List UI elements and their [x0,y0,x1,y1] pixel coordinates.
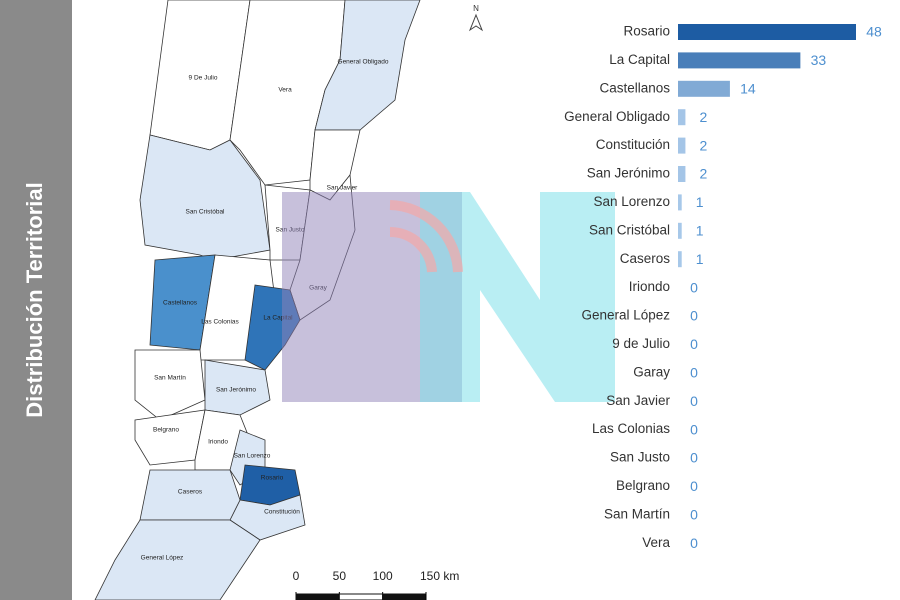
bar [678,222,682,239]
bar-value-label: 14 [740,81,756,97]
scale-segment [382,593,427,600]
watermark-signal [389,200,463,273]
map-region-label: General Obligado [338,59,389,66]
scale-label: 0 [293,569,300,583]
bar-value-label: 0 [690,393,698,409]
scale-segment [295,593,340,600]
map-region-label: Constitución [264,509,300,516]
bar-category-label: 9 de Julio [612,336,670,351]
bar-value-label: 1 [696,194,704,210]
map-region-label: General López [141,555,184,562]
map-region-label: Castellanos [163,300,198,307]
map-region-label: San Cristóbal [185,209,225,216]
bar-category-label: Rosario [623,24,670,39]
bar-value-label: 0 [690,450,698,466]
bar-value-label: 0 [690,535,698,551]
bar-category-label: Garay [633,364,670,379]
map-region-label: Iriondo [208,439,228,446]
bar-category-label: La Capital [609,52,670,67]
bar-category-label: San Justo [610,450,670,465]
map-region-label: San Lorenzo [234,453,271,460]
bar-chart: Rosario 48 La Capital 33 Castellanos 14 Genera… [564,24,882,551]
map-region-label: Las Colonias [201,319,239,326]
bar-value-label: 1 [696,251,704,267]
north-arrow [468,13,484,32]
map-region-label: Belgrano [153,427,179,434]
watermark-letter [420,192,615,402]
map-region-label: 9 De Julio [189,75,218,82]
bar-category-label: Las Colonias [592,421,670,436]
map-region [134,349,206,421]
scale-label: 50 [333,569,347,583]
bar-category-label: General López [581,308,670,323]
bar-value-label: 0 [690,336,698,352]
map-region-label: Caseros [178,489,203,496]
scale-segment [338,593,384,600]
map-region [139,469,241,521]
bar [678,80,730,97]
bar [678,109,686,126]
bar-value-label: 2 [700,166,708,182]
bar-value-label: 2 [700,109,708,125]
bar-category-label: San Jerónimo [587,166,670,181]
scale-label: 150 km [420,569,459,583]
bar-category-label: San Martín [604,506,670,521]
bar-category-label: San Javier [606,393,670,408]
bar-value-label: 1 [696,223,704,239]
map: 9 De Julio Vera General Obligado San Cristó… [94,0,615,600]
sidebar [0,0,72,600]
bar [678,166,686,182]
bar-category-label: San Lorenzo [593,194,670,209]
bar-category-label: Caseros [620,251,671,266]
bar [678,251,682,268]
bar-value-label: 0 [690,365,698,381]
scale-label: 100 [373,569,393,583]
map-region [204,359,271,416]
bar-category-label: San Cristóbal [589,222,670,237]
bar-category-label: Vera [642,535,670,550]
bar-value-label: 0 [690,279,698,295]
bar-value-label: 0 [690,478,698,494]
map-region-label: San Javier [327,185,359,192]
bar-category-label: Constitución [596,137,670,152]
bar-value-label: 0 [690,507,698,523]
map-region-label: San Jerónimo [216,387,256,394]
bar [678,194,682,211]
bar-value-label: 0 [690,421,698,437]
bar [678,24,856,40]
map-region [139,134,271,261]
bar-category-label: Iriondo [629,279,670,294]
map-region-label: Rosario [261,475,284,482]
north-label: N [473,4,479,13]
bar-value-label: 2 [700,137,708,153]
map-region [134,409,206,466]
bar-value-label: 48 [866,24,882,40]
bar-value-label: 0 [690,308,698,324]
map-region-label: San Martín [154,375,186,382]
bar-category-label: General Obligado [564,109,670,124]
bar-category-label: Castellanos [599,80,670,95]
map-region [94,519,261,600]
bar [678,137,686,154]
bar [678,52,801,69]
map-region-label: Vera [278,87,292,94]
bar-category-label: Belgrano [616,478,670,493]
sidebar-title: Distribución Territorial [22,182,47,418]
map-region-label: La Capital [263,315,293,322]
bar-value-label: 33 [811,52,827,68]
